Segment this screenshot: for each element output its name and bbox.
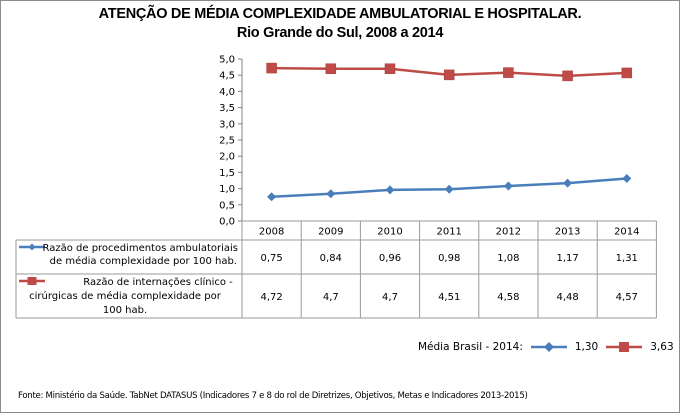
data-point-diamond	[385, 185, 395, 195]
y-tick-label: 4,0	[219, 87, 235, 98]
data-table-value: 0,84	[320, 253, 342, 264]
data-table-value: 1,08	[497, 253, 519, 264]
source-note: Fonte: Ministério da Saúde. TabNet DATAS…	[18, 391, 528, 401]
y-tick-label: 0,5	[219, 200, 235, 211]
data-table-value: 4,58	[497, 292, 519, 303]
data-table-value: 4,51	[438, 292, 460, 303]
y-tick-label: 1,5	[219, 168, 235, 179]
data-point-diamond	[563, 178, 573, 188]
benchmark-square-icon	[604, 341, 644, 353]
data-point-square	[621, 67, 633, 79]
x-tick-label: 2010	[377, 227, 402, 238]
data-point-diamond	[622, 174, 632, 184]
chart-title: ATENÇÃO DE MÉDIA COMPLEXIDADE AMBULATORI…	[98, 6, 582, 22]
data-point-square	[384, 63, 396, 74]
x-tick-label: 2009	[318, 227, 343, 238]
x-tick-label: 2013	[555, 227, 580, 238]
data-table-value: 4,57	[616, 292, 638, 303]
y-tick-label: 3,0	[219, 119, 235, 130]
benchmark-legend: Média Brasil - 2014: 1,30 3,63	[418, 341, 674, 353]
data-table-value: 1,31	[616, 253, 638, 264]
series-label: Razão de procedimentos ambulatoriais	[42, 243, 238, 254]
data-table-value: 0,98	[438, 253, 460, 264]
legend-square-marker	[27, 277, 37, 285]
y-tick-label: 0,0	[219, 217, 235, 228]
data-point-square	[562, 70, 573, 82]
data-point-diamond	[267, 192, 277, 202]
benchmark-label: Média Brasil - 2014:	[418, 341, 523, 353]
y-tick-label: 2,5	[219, 136, 235, 147]
data-point-square	[443, 69, 455, 81]
data-table-value: 0,96	[379, 253, 401, 264]
y-tick-label: 2,0	[219, 152, 235, 163]
data-table-value: 4,7	[323, 292, 339, 303]
y-tick-label: 1,0	[219, 184, 235, 195]
data-table-value: 4,48	[556, 292, 578, 303]
x-tick-label: 2012	[496, 227, 521, 238]
series-label: de média complexidade por 100 hab.	[50, 255, 237, 267]
y-tick-label: 3,5	[219, 103, 235, 114]
benchmark-diamond-icon	[529, 341, 569, 353]
x-tick-label: 2008	[259, 227, 284, 238]
benchmark-value-2: 3,63	[650, 341, 674, 353]
x-tick-label: 2014	[614, 227, 639, 238]
x-tick-label: 2011	[436, 227, 461, 238]
data-point-square	[325, 63, 337, 74]
data-table-value: 0,75	[260, 253, 282, 264]
data-table-value: 4,72	[260, 292, 282, 303]
data-point-square	[503, 67, 514, 78]
y-tick-label: 4,5	[219, 71, 235, 82]
series-label: 100 hab.	[103, 305, 147, 316]
data-table-value: 1,17	[556, 253, 578, 264]
series-label: Razão de internações clínico -	[83, 276, 233, 288]
y-tick-label: 5,0	[219, 55, 235, 66]
benchmark-value-1: 1,30	[574, 341, 599, 353]
data-point-diamond	[444, 184, 454, 194]
series-label: cirúrgicas de média complexidade por	[29, 290, 222, 302]
data-point-diamond	[326, 189, 336, 199]
data-point-diamond	[503, 181, 513, 191]
data-table-value: 4,7	[382, 292, 398, 303]
chart-subtitle: Rio Grande do Sul, 2008 a 2014	[236, 25, 444, 41]
legend-diamond-marker	[28, 243, 36, 251]
data-point-square	[266, 62, 277, 74]
